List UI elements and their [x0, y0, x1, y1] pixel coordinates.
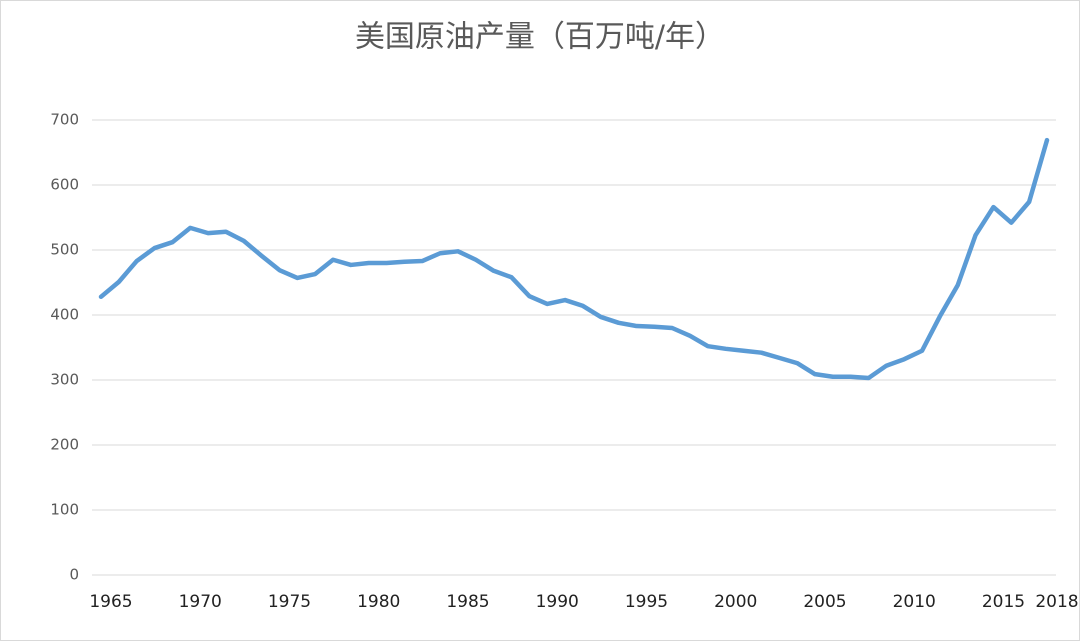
data-line [98, 137, 1050, 381]
x-tick-label: 2010 [893, 592, 936, 612]
chart-title: 美国原油产量（百万吨/年） [355, 20, 725, 55]
x-tick-label: 1965 [89, 592, 132, 612]
y-tick-label: 500 [50, 241, 79, 259]
x-tick-label: 2015 [982, 592, 1025, 612]
x-tick-label: 1980 [357, 592, 400, 612]
x-tick-label: 1985 [446, 592, 489, 612]
y-tick-label: 0 [69, 566, 79, 584]
x-tick-label: 1990 [536, 592, 579, 612]
x-tick-label: 1995 [625, 592, 668, 612]
y-tick-label: 400 [50, 306, 79, 324]
y-tick-label: 100 [50, 501, 79, 519]
y-tick-label: 200 [50, 436, 79, 454]
x-tick-label: 2018 [1035, 592, 1078, 612]
x-tick-label: 1970 [179, 592, 222, 612]
x-tick-label: 2000 [714, 592, 757, 612]
x-tick-label: 1975 [268, 592, 311, 612]
x-tick-label: 2005 [803, 592, 846, 612]
y-tick-label: 600 [50, 176, 79, 194]
y-tick-label: 300 [50, 371, 79, 389]
y-tick-label: 700 [50, 111, 79, 129]
